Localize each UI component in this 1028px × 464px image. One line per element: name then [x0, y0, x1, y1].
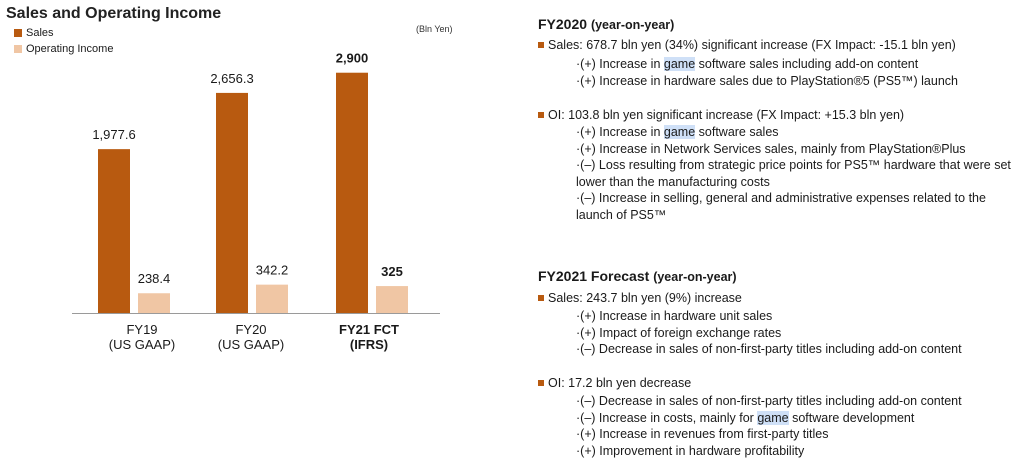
commentary-text: ·(+) Impact of foreign exchange rates: [576, 325, 782, 340]
category-label-fy20-line1: FY20: [235, 322, 267, 337]
data-label-operating-income-2: 325: [381, 264, 403, 279]
commentary-text: ·(–) Increase in selling, general and ad…: [576, 191, 986, 205]
data-label-sales-1: 2,656.3: [210, 71, 253, 86]
fy2020-heading-sub: (year-on-year): [590, 18, 675, 32]
commentary-line: ·(+) Increase in hardware unit sales: [576, 308, 772, 324]
fy2021-sales-text: Sales: 243.7 bln yen (9%) increase: [548, 291, 742, 305]
fy2020-sales-text: Sales: 678.7 bln yen (34%) significant i…: [548, 38, 956, 52]
legend-item-operating-income: Operating Income: [14, 43, 113, 55]
legend-label-sales: Sales: [26, 27, 54, 39]
bar-chart: 1,977.6 2,656.3 2,900 238.4 342.2 325: [72, 51, 440, 314]
commentary-line: ·(+) Increase in revenues from first-par…: [576, 426, 829, 442]
fy2021-sales-bullet: Sales: 243.7 bln yen (9%) increase: [538, 291, 742, 305]
commentary-text: ·(+) Increase in hardware unit sales: [576, 309, 773, 323]
commentary-line: ·(–) Increase in costs, mainly for game …: [576, 410, 914, 426]
commentary-text: software sales: [695, 125, 779, 139]
category-label-fy20-line2: (US GAAP): [217, 337, 285, 352]
bullet-square-icon: [538, 42, 544, 48]
category-label-fy19-line1: FY19: [126, 322, 158, 337]
commentary-text: lower than the manufacturing costs: [576, 174, 770, 189]
category-label-fy21: FY21 FCT (IFRS): [309, 322, 429, 352]
unit-label: (Bln Yen): [416, 24, 453, 34]
commentary-line: ·(+) Increase in hardware sales due to P…: [576, 73, 958, 89]
commentary-line: ·(–) Decrease in sales of non-first-part…: [576, 341, 962, 357]
category-label-fy20: FY20 (US GAAP): [191, 322, 311, 352]
commentary-text: software sales including add-on content: [695, 57, 919, 71]
commentary-text: ·(–) Loss resulting from strategic price…: [576, 158, 1011, 172]
data-label-sales-2: 2,900: [336, 51, 369, 66]
bar-sales-0: [98, 149, 130, 313]
commentary-text: ·(–) Decrease in sales of non-first-part…: [576, 342, 962, 356]
bullet-square-icon: [538, 380, 544, 386]
category-label-fy19: FY19 (US GAAP): [82, 322, 202, 352]
legend-swatch-operating-income: [14, 45, 22, 53]
commentary-text: ·(+) Increase in Network Services sales,…: [576, 141, 966, 156]
highlighted-word: game: [663, 125, 696, 139]
bar-operating-income-1: [256, 284, 288, 313]
bar-sales-1: [216, 92, 248, 313]
commentary-line: ·(–) Increase in selling, general and ad…: [576, 190, 986, 206]
commentary-line: launch of PS5™: [576, 207, 666, 223]
commentary-text: ·(–) Increase in costs, mainly for: [576, 410, 758, 425]
commentary-line: ·(–) Loss resulting from strategic price…: [576, 157, 1011, 173]
fy2020-heading: FY2020 (year-on-year): [538, 16, 674, 32]
bullet-square-icon: [538, 295, 544, 301]
commentary-text: ·(+) Increase in: [576, 125, 664, 139]
bar-operating-income-0: [138, 293, 170, 313]
fy2020-heading-main: FY2020: [538, 16, 588, 32]
fy2020-sales-bullet: Sales: 678.7 bln yen (34%) significant i…: [538, 38, 956, 52]
bar-operating-income-2: [376, 286, 408, 313]
commentary-text: ·(+) Improvement in hardware profitabili…: [576, 443, 805, 458]
commentary-text: ·(+) Increase in revenues from first-par…: [576, 427, 829, 441]
data-label-operating-income-1: 342.2: [256, 263, 289, 278]
commentary-line: ·(+) Increase in game software sales inc…: [576, 56, 918, 72]
fy2020-oi-bullet: OI: 103.8 bln yen significant increase (…: [538, 108, 904, 122]
fy2021-oi-bullet: OI: 17.2 bln yen decrease: [538, 376, 691, 390]
fy2020-oi-text: OI: 103.8 bln yen significant increase (…: [548, 108, 905, 122]
commentary-line: lower than the manufacturing costs: [576, 174, 770, 190]
fy2021-oi-text: OI: 17.2 bln yen decrease: [548, 376, 692, 390]
commentary-text: software development: [788, 410, 915, 425]
legend-item-sales: Sales: [14, 27, 54, 39]
commentary-text: ·(+) Increase in hardware sales due to P…: [576, 73, 958, 88]
chart-title: Sales and Operating Income: [6, 5, 222, 22]
commentary-line: ·(+) Improvement in hardware profitabili…: [576, 443, 804, 459]
fy2021-heading: FY2021 Forecast (year-on-year): [538, 268, 737, 284]
commentary-line: ·(+) Increase in game software sales: [576, 124, 779, 140]
commentary-line: ·(–) Decrease in sales of non-first-part…: [576, 393, 962, 409]
commentary-text: launch of PS5™: [576, 207, 667, 222]
data-label-sales-0: 1,977.6: [92, 127, 135, 142]
highlighted-word: game: [663, 57, 696, 71]
category-label-fy21-line1: FY21 FCT: [339, 322, 399, 337]
commentary-line: ·(+) Increase in Network Services sales,…: [576, 141, 966, 157]
fy2021-heading-main: FY2021 Forecast: [538, 268, 650, 284]
legend-swatch-sales: [14, 29, 22, 37]
legend-label-operating-income: Operating Income: [26, 43, 114, 55]
data-label-operating-income-0: 238.4: [138, 271, 171, 286]
commentary-line: ·(+) Impact of foreign exchange rates: [576, 325, 781, 341]
bullet-square-icon: [538, 112, 544, 118]
category-label-fy21-line2: (IFRS): [349, 337, 389, 352]
category-label-fy19-line2: (US GAAP): [108, 337, 176, 352]
highlighted-word: game: [757, 410, 789, 425]
bar-sales-2: [336, 72, 368, 313]
fy2021-heading-sub: (year-on-year): [653, 270, 737, 284]
commentary-text: ·(–) Decrease in sales of non-first-part…: [576, 394, 962, 408]
commentary-text: ·(+) Increase in: [576, 57, 664, 71]
